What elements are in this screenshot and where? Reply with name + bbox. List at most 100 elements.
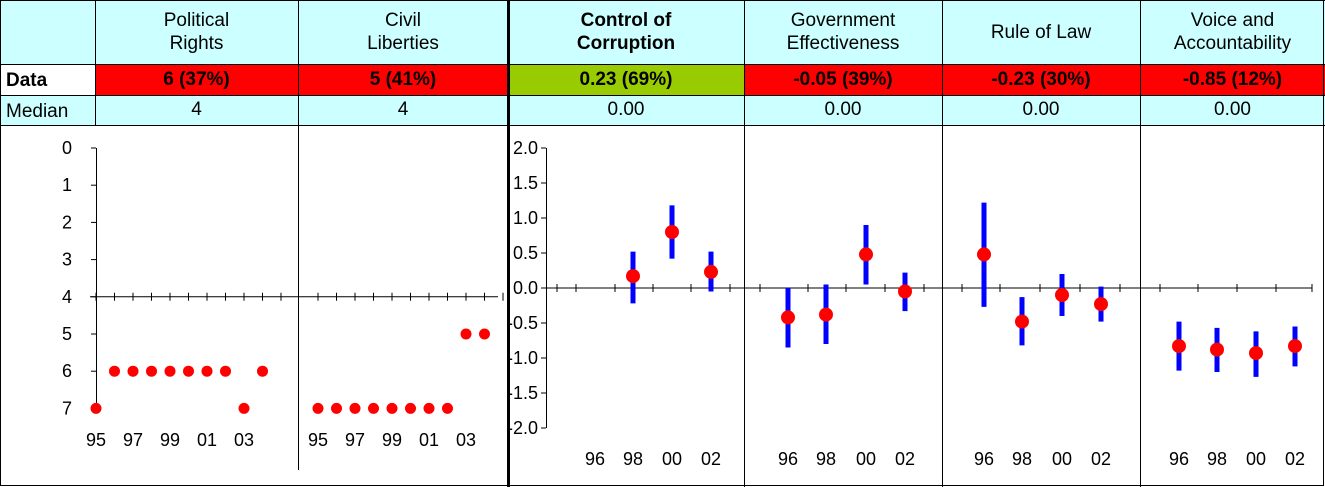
x-tick-label: 96 (974, 449, 994, 469)
x-tick-label: 00 (856, 449, 876, 469)
data-point (460, 328, 472, 340)
data-value-civil-liberties: 5 (41%) (369, 68, 437, 90)
indicator-title-control-of-corruption: Control of Corruption (576, 10, 676, 54)
y-tick-label: 0.5 (513, 243, 538, 263)
data-point (1094, 297, 1108, 312)
data-point (1015, 314, 1029, 329)
data-value-government-effectiveness: -0.05 (39%) (793, 68, 893, 90)
y-tick-label: 2.0 (513, 138, 538, 158)
y-tick-label: 0 (62, 138, 72, 158)
x-tick-label: 98 (816, 449, 836, 469)
x-tick-label: 96 (585, 449, 605, 469)
data-point (1249, 346, 1263, 361)
y-tick-label: 3 (62, 250, 72, 270)
y-tick-label: 7 (62, 398, 72, 418)
x-tick-label: 99 (382, 430, 402, 450)
data-point (977, 247, 991, 262)
y-tick-label: 4 (62, 287, 72, 307)
median-value-control-of-corruption: 0.00 (607, 99, 645, 120)
data-point (183, 365, 194, 377)
data-point (164, 365, 176, 377)
data-point (349, 402, 361, 414)
data-point (201, 365, 213, 377)
y-tick-label: 5 (62, 324, 72, 344)
data-point (238, 402, 250, 414)
median-value-political-rights: 4 (191, 99, 202, 120)
x-tick-label: 01 (419, 430, 439, 450)
data-value-political-rights: 6 (37%) (163, 68, 230, 90)
data-point (405, 402, 416, 414)
y-tick-label: 1.0 (513, 208, 538, 228)
y-tick-label: 1.5 (513, 173, 538, 193)
median-value-voice-and-accountability: 0.00 (1214, 99, 1251, 120)
data-row-label: Data (6, 70, 48, 91)
data-row-label-cell (0, 64, 95, 95)
x-tick-label: 01 (197, 430, 217, 450)
data-cell-bg (95, 64, 298, 95)
x-tick-label: 00 (1246, 449, 1266, 469)
x-tick-label: 98 (1207, 449, 1227, 469)
median-value-rule-of-law: 0.00 (1022, 99, 1060, 120)
y-tick-label: -2.0 (507, 418, 538, 438)
x-tick-label: 95 (308, 430, 328, 450)
y-tick-label: 0.0 (513, 278, 538, 298)
y-tick-label: 2 (62, 212, 72, 232)
data-point (665, 225, 679, 239)
data-point (442, 402, 453, 414)
x-tick-label: 02 (895, 449, 915, 469)
data-point (1288, 339, 1302, 354)
data-point (479, 328, 490, 340)
data-point (859, 247, 873, 262)
y-tick-label: 1 (62, 175, 72, 195)
data-point (704, 264, 718, 279)
y-tick-label: 6 (62, 361, 72, 381)
data-point (781, 310, 795, 325)
data-point (257, 365, 268, 377)
data-value-rule-of-law: -0.23 (30%) (991, 68, 1091, 90)
data-cell-bg (1140, 64, 1325, 95)
x-tick-label: 02 (1285, 449, 1305, 469)
x-tick-label: 97 (123, 430, 143, 450)
x-tick-label: 98 (623, 449, 643, 469)
x-tick-label: 96 (778, 449, 798, 469)
x-tick-label: 00 (1052, 449, 1072, 469)
data-cell-bg (744, 64, 942, 95)
data-cell-bg (942, 64, 1140, 95)
y-tick-label: -0.5 (507, 313, 538, 333)
data-point (109, 365, 120, 377)
data-point (386, 402, 398, 414)
data-point (368, 402, 379, 414)
data-point (90, 402, 102, 414)
indicator-title-voice-and-accountability: Voice and Accountability (1173, 10, 1292, 54)
x-tick-label: 00 (662, 449, 682, 469)
y-tick-label: -1.5 (507, 383, 538, 403)
data-point (1210, 342, 1224, 357)
indicator-title-civil-liberties: Civil Liberties (367, 10, 439, 54)
indicator-title-political-rights: Political Rights (163, 10, 230, 54)
x-tick-label: 96 (1169, 449, 1189, 469)
x-tick-label: 99 (160, 430, 180, 450)
data-value-control-of-corruption: 0.23 (69%) (579, 68, 673, 90)
data-point (127, 365, 139, 377)
median-value-government-effectiveness: 0.00 (824, 99, 862, 120)
data-point (220, 365, 231, 377)
x-tick-label: 97 (345, 430, 365, 450)
indicator-title-government-effectiveness: Government Effectiveness (786, 10, 900, 54)
data-point (1172, 339, 1186, 354)
x-tick-label: 98 (1012, 449, 1032, 469)
median-value-civil-liberties: 4 (397, 99, 409, 120)
data-point (423, 402, 435, 414)
data-point (819, 307, 833, 322)
indicator-title-rule-of-law: Rule of Law (990, 21, 1092, 43)
data-point (1055, 288, 1069, 302)
data-cell-bg (298, 64, 508, 95)
data-value-voice-and-accountability: -0.85 (12%) (1182, 68, 1283, 90)
y-tick-label: -1.0 (507, 348, 538, 368)
data-point (146, 365, 157, 377)
x-tick-label: 02 (701, 449, 721, 469)
data-point (331, 402, 342, 414)
data-point (312, 402, 324, 414)
data-cell-bg (508, 64, 744, 95)
